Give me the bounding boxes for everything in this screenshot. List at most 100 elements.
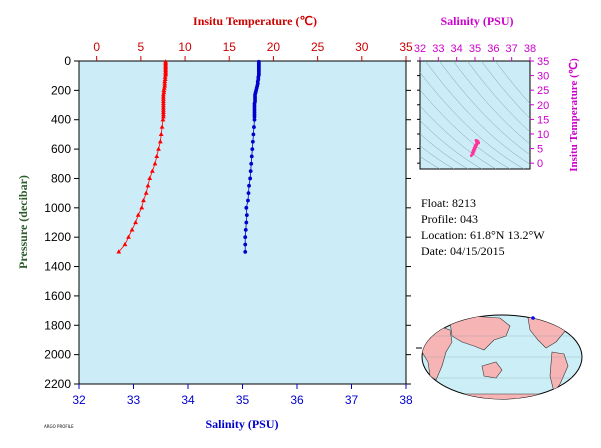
salinity-point (250, 139, 255, 144)
temperature-point (152, 161, 158, 166)
float-number: Float: 8213 (421, 196, 477, 210)
bottom-tick-label: 33 (127, 393, 141, 407)
y-axis-title: Pressure (decibar) (16, 175, 30, 269)
temperature-point (149, 168, 155, 173)
plot-background (78, 60, 407, 385)
density-contour (420, 105, 497, 169)
ts-y-tick-label: 30 (537, 71, 549, 83)
ts-point (471, 152, 475, 156)
top-axis-title: Insitu Temperature (℃) (193, 14, 317, 28)
temperature-point (162, 83, 168, 88)
ts-x-tick-label: 32 (414, 43, 426, 55)
y-tick-label: 1200 (44, 230, 71, 244)
y-tick-label: 800 (51, 171, 71, 185)
ts-y-tick-label: 0 (537, 158, 543, 170)
top-tick-label: 5 (138, 40, 145, 54)
map-graticule (422, 335, 582, 379)
ts-y-tick-label: 20 (537, 100, 549, 112)
density-contour (453, 61, 530, 145)
temperature-point (147, 175, 153, 181)
temperature-point (161, 89, 167, 95)
density-contour (495, 61, 530, 104)
density-contour (439, 61, 530, 156)
ts-x-tick-label: 38 (524, 43, 536, 55)
salinity-point (244, 220, 249, 225)
salinity-point (243, 242, 248, 247)
temperature-point (161, 94, 166, 99)
ts-y-tick-label: 15 (537, 114, 549, 126)
temperature-point (162, 81, 168, 86)
bottom-axis-title: Salinity (PSU) (205, 417, 278, 431)
top-tick-label: 25 (311, 40, 325, 54)
temperature-point (126, 234, 131, 239)
bottom-tick-label: 38 (399, 393, 413, 407)
salinity-point (244, 205, 249, 210)
bottom-tick-label: 35 (236, 393, 250, 407)
salinity-point (249, 154, 254, 159)
temperature-point (162, 74, 168, 79)
float-location-marker (531, 316, 535, 320)
y-tick-label: 1800 (44, 318, 71, 332)
continent-south-america (549, 351, 569, 393)
temperature-point (162, 78, 168, 84)
ts-diagram: 32 33 34 35 36 37 38 0 5 10 15 20 25 30 35 Salinity (P… (414, 14, 580, 172)
temperature-point (161, 100, 166, 106)
temperature-point (161, 96, 166, 101)
density-contour (420, 72, 525, 169)
y-tick-label: 1600 (44, 289, 71, 303)
y-tick-label: 1000 (44, 201, 71, 215)
temperature-point (161, 105, 166, 110)
continent-asia (449, 315, 511, 351)
bottom-tick-label: 34 (181, 393, 195, 407)
salinity-point (246, 191, 251, 196)
temperature-point (162, 76, 168, 81)
temperature-point (135, 212, 141, 217)
density-contour (481, 61, 530, 119)
temperature-point (161, 109, 166, 114)
ts-density-contours (420, 61, 530, 169)
temperature-point (161, 111, 166, 117)
salinity-point (244, 213, 249, 218)
y-tick-label: 2000 (44, 348, 71, 362)
float-info: Float: 8213 Profile: 043 Location: 61.8°… (421, 195, 545, 259)
salinity-point (246, 198, 250, 203)
plot-axes: 0200400600800100012001400160018002000220… (44, 40, 413, 407)
density-contour (420, 120, 483, 169)
temperature-point (161, 114, 166, 119)
profile-number: Profile: 043 (421, 212, 478, 226)
temperature-point (116, 249, 122, 254)
footer-tiny-text: ARGO PROFILE (44, 424, 74, 429)
temperature-point (145, 183, 151, 188)
salinity-point (250, 147, 255, 151)
world-map (416, 314, 583, 400)
ts-y-tick-label: 10 (537, 129, 549, 141)
top-tick-label: 35 (399, 40, 413, 54)
y-tick-label: 400 (51, 113, 71, 127)
ts-y-tick-label: 25 (537, 85, 549, 97)
bottom-tick-label: 32 (72, 393, 86, 407)
ts-points (469, 138, 481, 157)
ts-point (475, 143, 479, 147)
density-contour (425, 61, 530, 165)
y-tick-label: 200 (51, 83, 71, 97)
continent-antarctica (422, 393, 582, 399)
ts-x-tick-label: 33 (432, 43, 444, 55)
profile-plot: 0200400600800100012001400160018002000220… (16, 14, 413, 431)
y-tick-label: 600 (51, 142, 71, 156)
temperature-point (158, 131, 164, 137)
ts-x-tick-label: 35 (469, 43, 481, 55)
temperature-point (159, 124, 165, 129)
y-tick-label: 2200 (44, 377, 71, 391)
ts-x-tick-label: 37 (506, 43, 518, 55)
bottom-tick-label: 36 (290, 393, 304, 407)
temperature-point (161, 107, 166, 112)
temperature-point (143, 190, 149, 195)
date: Date: 04/15/2015 (421, 244, 505, 258)
temperature-point (163, 72, 169, 77)
salinity-point (251, 132, 256, 137)
plot-points (116, 59, 261, 254)
top-tick-label: 0 (93, 40, 100, 54)
temperature-point (157, 139, 163, 144)
temperature-point (141, 197, 146, 203)
